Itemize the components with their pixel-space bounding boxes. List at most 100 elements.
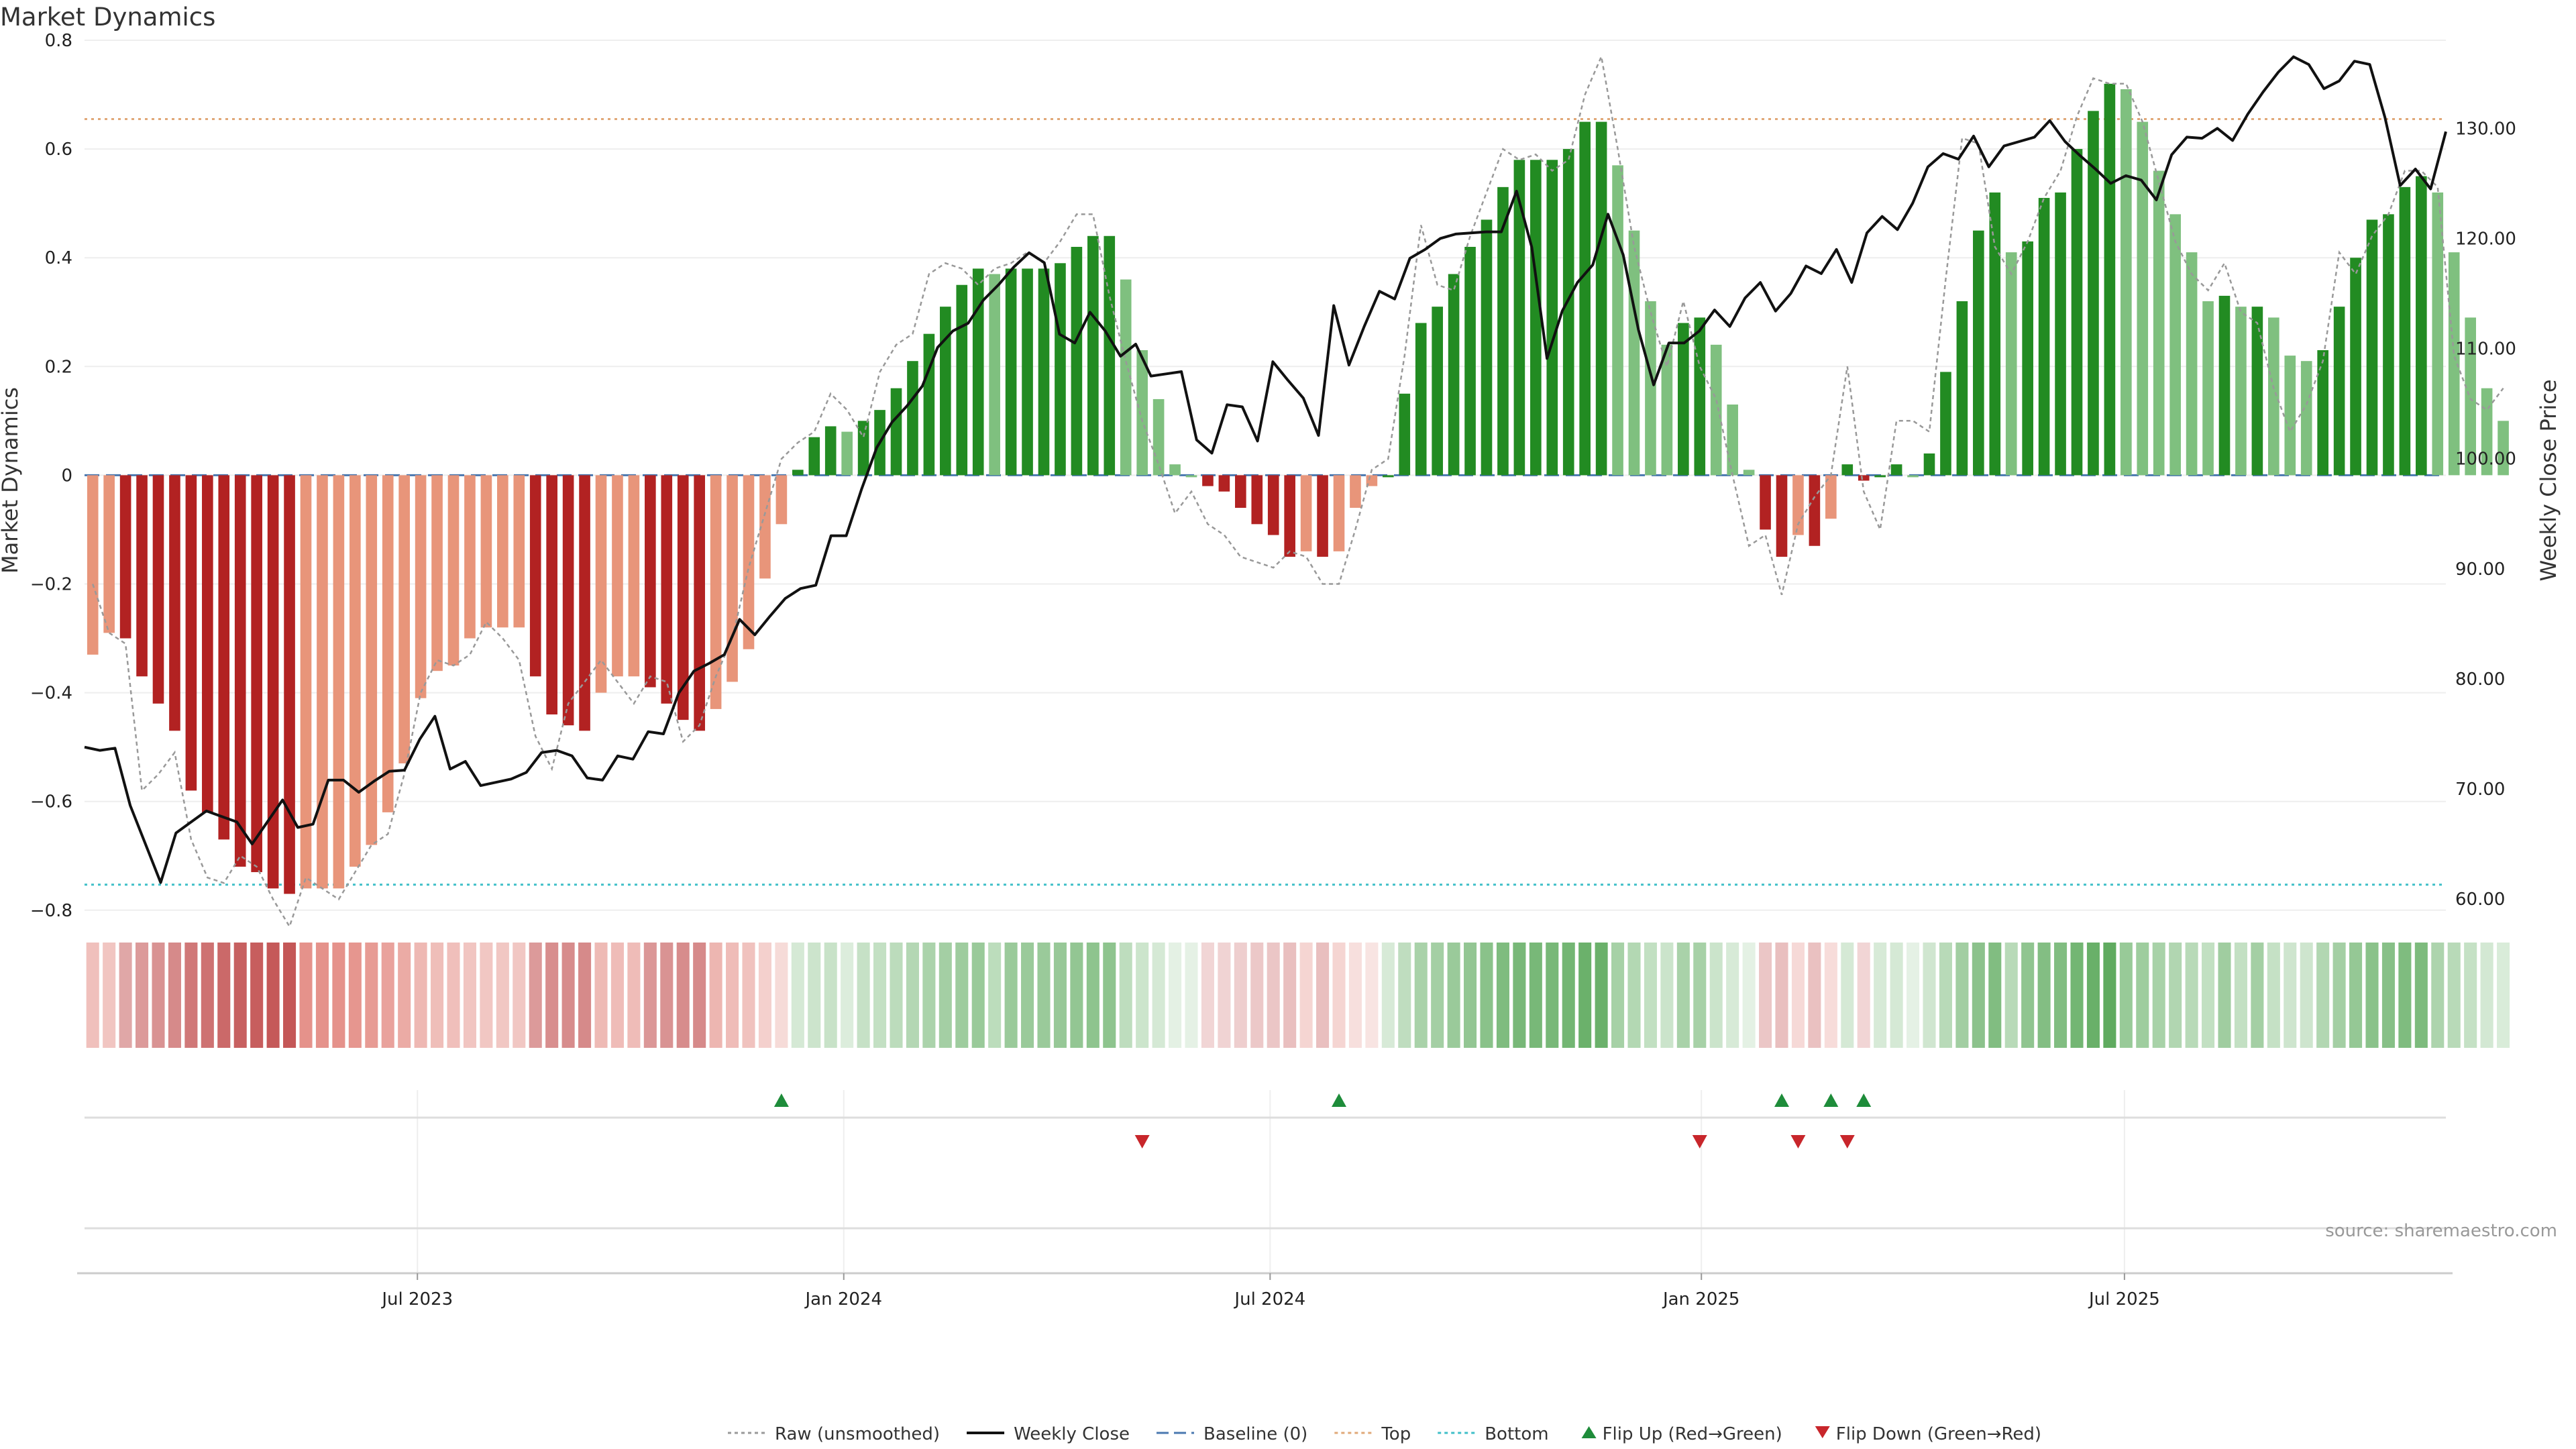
momentum-bar — [480, 475, 492, 628]
regime-cell — [1972, 943, 1985, 1048]
flip-down-marker — [1839, 1135, 1855, 1148]
left-tick-label: 0.6 — [45, 140, 72, 160]
momentum-bar — [2121, 89, 2132, 476]
momentum-bar — [2104, 83, 2116, 476]
regime-cell — [1742, 943, 1756, 1048]
left-axis-ticks: 0.8 0.6 0.4 0.2 0 −0.2 −0.4 −0.6 −0.8 — [30, 31, 72, 921]
momentum-bar — [890, 388, 902, 476]
regime-cell — [1299, 943, 1313, 1048]
regime-cell — [184, 943, 198, 1048]
legend-label: Baseline (0) — [1203, 1424, 1307, 1444]
momentum-bar — [972, 268, 984, 476]
left-tick-label: 0.2 — [45, 357, 72, 377]
momentum-bar — [1940, 372, 1951, 476]
regime-cell — [1267, 943, 1280, 1048]
momentum-bar — [447, 475, 460, 666]
regime-cell — [775, 943, 788, 1048]
momentum-bar — [152, 475, 164, 704]
momentum-bar — [1579, 121, 1591, 476]
regime-cell — [233, 943, 247, 1048]
regime-cell — [857, 943, 870, 1048]
momentum-bar — [792, 470, 804, 476]
regime-cell — [1053, 943, 1067, 1048]
regime-cell — [1513, 943, 1526, 1048]
legend-item: Raw (unsmoothed) — [728, 1424, 940, 1444]
momentum-bar — [1481, 219, 1493, 476]
legend-item: Baseline (0) — [1157, 1424, 1307, 1444]
regime-cell — [758, 943, 771, 1048]
momentum-bar — [2186, 252, 2198, 476]
right-tick-label: 120.00 — [2455, 229, 2516, 249]
regime-cell — [1726, 943, 1739, 1048]
regime-cell — [2218, 943, 2231, 1048]
regime-cell — [1201, 943, 1214, 1048]
momentum-bar — [284, 475, 295, 894]
momentum-bar — [661, 475, 673, 704]
right-tick-label: 80.00 — [2455, 669, 2505, 690]
momentum-bar — [1760, 475, 1771, 530]
momentum-bar — [727, 475, 738, 682]
momentum-bar — [333, 475, 345, 889]
regime-cell — [808, 943, 821, 1048]
momentum-bar — [366, 475, 378, 845]
regime-cell — [2267, 943, 2280, 1048]
momentum-bar — [2284, 356, 2296, 476]
momentum-bar — [350, 475, 361, 867]
momentum-bar — [1956, 301, 1968, 476]
momentum-bar — [1432, 307, 1443, 476]
legend-label: Top — [1381, 1424, 1411, 1444]
legend-item: Weekly Close — [967, 1424, 1130, 1444]
momentum-bar — [1267, 475, 1279, 535]
momentum-bar — [824, 426, 837, 476]
momentum-bar — [1743, 470, 1755, 476]
regime-cell — [1939, 943, 1952, 1048]
momentum-bar — [1546, 160, 1558, 476]
flip-up-marker — [1856, 1093, 1872, 1107]
momentum-bar — [1218, 475, 1230, 492]
raw-series — [92, 53, 2504, 929]
regime-cell — [1824, 943, 1837, 1048]
regime-cell — [2054, 943, 2068, 1048]
regime-cell — [873, 943, 887, 1048]
momentum-bar — [1907, 475, 1919, 478]
regime-cell — [971, 943, 985, 1048]
regime-cell — [1086, 943, 1099, 1048]
momentum-bar — [940, 307, 951, 476]
chart-title: Market Dynamics — [0, 3, 215, 32]
momentum-bar — [677, 475, 689, 720]
x-tick-label: Jul 2023 — [380, 1289, 453, 1309]
regime-cell — [643, 943, 657, 1048]
regime-cell — [1234, 943, 1247, 1048]
momentum-bar — [2350, 258, 2361, 476]
momentum-bar — [710, 475, 722, 709]
momentum-bar — [2169, 214, 2181, 476]
regime-cell — [1644, 943, 1657, 1048]
regime-cell — [1857, 943, 1870, 1048]
right-tick-label: 70.00 — [2455, 780, 2505, 800]
momentum-bar — [2218, 295, 2231, 476]
legend-label: Weekly Close — [1014, 1424, 1130, 1444]
right-axis-label: Weekly Close Price — [2536, 379, 2561, 581]
momentum-bar — [1317, 475, 1328, 557]
regime-cell — [1103, 943, 1116, 1048]
momentum-bar — [398, 475, 410, 763]
price-series — [84, 55, 2447, 884]
left-tick-label: −0.2 — [30, 574, 72, 594]
regime-cell — [1676, 943, 1690, 1048]
momentum-bar — [1185, 475, 1197, 478]
regime-cell — [1627, 943, 1641, 1048]
regime-cell — [841, 943, 854, 1048]
regime-cell — [2381, 943, 2395, 1048]
momentum-bar — [1399, 393, 1411, 476]
regime-cell — [431, 943, 444, 1048]
momentum-bar — [2481, 388, 2493, 476]
momentum-bar — [382, 475, 394, 812]
regime-cell — [398, 943, 411, 1048]
momentum-bar — [546, 475, 557, 715]
right-axis-ticks: 130.00 120.00 110.00 100.00 90.00 80.00 70.00 6… — [2455, 119, 2516, 910]
momentum-bar — [234, 475, 246, 867]
regime-cell — [2332, 943, 2346, 1048]
momentum-bar — [2251, 307, 2263, 476]
momentum-bar — [2465, 317, 2476, 476]
regime-cell — [1398, 943, 1411, 1048]
